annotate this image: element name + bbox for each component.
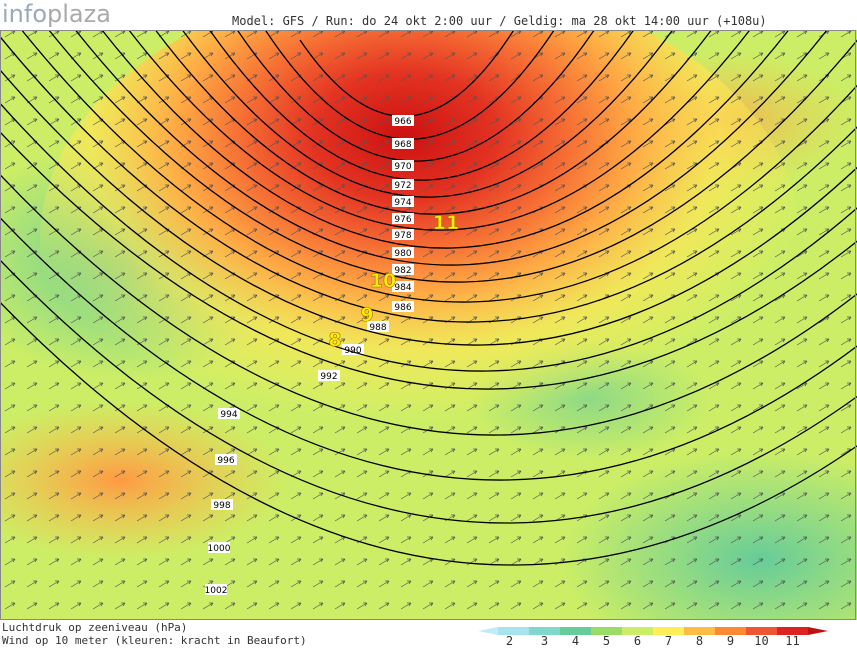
scale-swatch <box>777 627 808 635</box>
isobar-label: 1002 <box>205 586 228 596</box>
isobar-label-bg <box>392 229 414 240</box>
isobar-label-bg <box>392 301 414 312</box>
isobar-label-bg <box>342 344 364 355</box>
isobar <box>0 68 857 346</box>
legend-line: Luchtdruk op zeeniveau (hPa) <box>2 621 187 634</box>
isobar-label: 998 <box>213 501 230 511</box>
isobar <box>0 131 857 390</box>
isobar <box>181 30 674 198</box>
scale-label: 11 <box>785 634 799 648</box>
isobar-label: 982 <box>394 266 411 276</box>
scale-tip <box>478 627 498 635</box>
isobar <box>0 301 857 566</box>
scale-label: 8 <box>696 634 703 648</box>
isobar-label-bg <box>392 138 414 149</box>
scale-label: 2 <box>506 634 513 648</box>
isobar-label-bg <box>392 213 414 224</box>
isobar-label-bg <box>392 281 414 292</box>
scale-label: 9 <box>727 634 734 648</box>
legend-line: Wind op 10 meter (kleuren: kracht in Bea… <box>2 634 307 647</box>
isobar-label: 980 <box>394 249 411 259</box>
isobar-label: 990 <box>344 346 361 356</box>
isobar-label: 970 <box>394 162 411 172</box>
isobar <box>0 173 857 436</box>
scale-label: 3 <box>541 634 548 648</box>
isobar-label: 984 <box>394 283 411 293</box>
beaufort-label: 10 <box>370 270 396 292</box>
logo: infoplaza <box>2 0 111 28</box>
isobar-label-bg <box>367 321 389 332</box>
scale-label: 10 <box>754 634 768 648</box>
scale-label: 5 <box>603 634 610 648</box>
isobar-label: 996 <box>217 456 234 466</box>
isobar <box>0 35 857 323</box>
isobar-label-bg <box>318 370 340 381</box>
isobar <box>48 30 857 283</box>
run-info: Model: GFS / Run: do 24 okt 2:00 uur / G… <box>232 14 767 28</box>
isobar-label-bg <box>392 115 414 126</box>
scale-swatch <box>529 627 560 635</box>
scale-swatch <box>715 627 746 635</box>
isobar <box>208 30 635 181</box>
isobar <box>0 259 857 524</box>
isobar-label-bg <box>392 196 414 207</box>
isobar <box>154 30 713 215</box>
isobar-label-bg <box>215 454 237 465</box>
isobar-label: 992 <box>320 372 337 382</box>
isobar <box>0 102 857 372</box>
isobar-label-bg <box>208 542 230 553</box>
scale-label: 7 <box>665 634 672 648</box>
scale-tip <box>808 627 828 635</box>
isobar <box>101 30 790 249</box>
isobar-label: 966 <box>394 117 411 127</box>
map-frame <box>0 30 856 620</box>
scale-swatch <box>622 627 653 635</box>
wind-arrows <box>0 30 857 620</box>
scale-swatch <box>653 627 684 635</box>
beaufort-label: 9 <box>360 304 373 326</box>
isobar-label-bg <box>211 499 233 510</box>
isobar-label: 994 <box>220 410 237 420</box>
isobar-label-bg <box>205 584 227 595</box>
isobar-label: 972 <box>394 181 411 191</box>
isobar-label: 1000 <box>208 544 231 554</box>
isobar <box>236 30 595 162</box>
scale-label: 6 <box>634 634 641 648</box>
isobar-label-bg <box>218 408 240 419</box>
isobar <box>74 30 828 266</box>
isobar <box>0 216 857 481</box>
isobar-label: 974 <box>394 198 411 208</box>
scale-swatch <box>684 627 715 635</box>
isobar-label: 988 <box>369 323 386 333</box>
isobar <box>128 30 751 231</box>
isobar-label-bg <box>392 264 414 275</box>
beaufort-label: 11 <box>433 212 459 234</box>
isobar-label-bg <box>392 160 414 171</box>
isobar <box>264 30 555 140</box>
scale-swatch <box>498 627 529 635</box>
isobar-label: 986 <box>394 303 411 313</box>
beaufort-label: 8 <box>328 329 341 351</box>
isobar-label: 976 <box>394 215 411 225</box>
isobar-label-bg <box>392 247 414 258</box>
scale-swatch <box>746 627 777 635</box>
isobars: 966 968 970 972 974 976 978 980 982 984 986 988 990 9… <box>0 30 857 596</box>
isobar-label: 978 <box>394 231 411 241</box>
isobar-label-bg <box>392 179 414 190</box>
isobar <box>20 30 857 303</box>
scale-swatch <box>591 627 622 635</box>
isobar-label: 968 <box>394 140 411 150</box>
scale-label: 4 <box>572 634 579 648</box>
scale-swatch <box>560 627 591 635</box>
beaufort-scale: 2 3 4 5 6 7 8 9 10 11 <box>478 627 828 648</box>
